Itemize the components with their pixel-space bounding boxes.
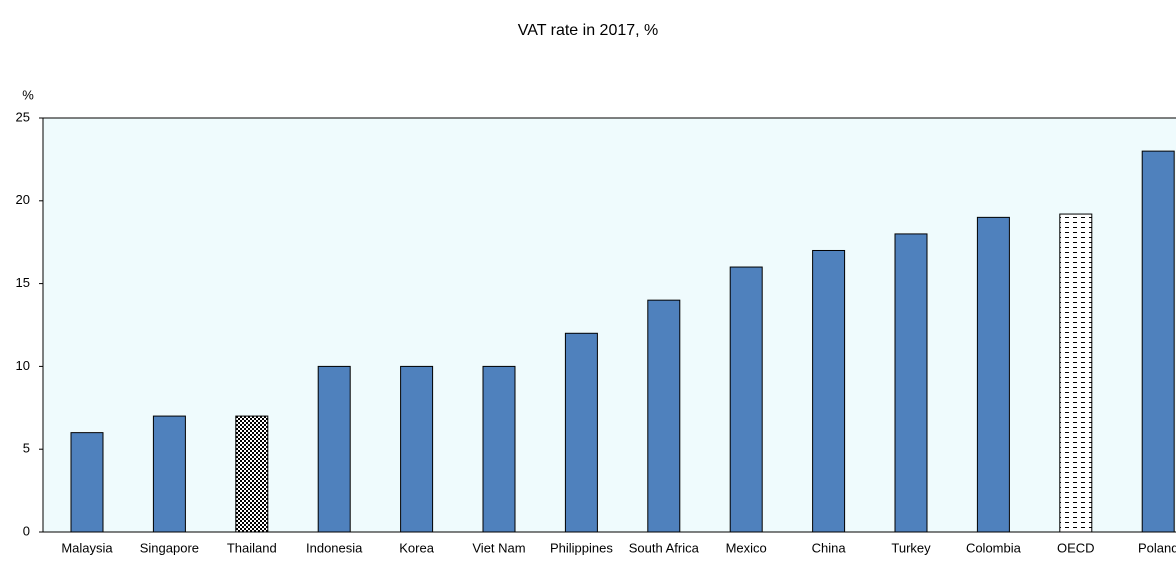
- x-tick-label: Indonesia: [306, 540, 363, 555]
- x-tick-label: Thailand: [227, 540, 277, 555]
- bar: [235, 415, 269, 533]
- bar: [400, 365, 434, 533]
- bar: [152, 415, 186, 533]
- bar: [812, 249, 846, 533]
- x-tick-label: China: [812, 540, 847, 555]
- x-tick-label: Poland: [1138, 540, 1176, 555]
- y-tick-label: 20: [16, 192, 30, 207]
- chart-title: VAT rate in 2017, %: [518, 22, 659, 39]
- bar: [482, 365, 516, 533]
- x-tick-label: Malaysia: [61, 540, 113, 555]
- bar: [317, 365, 351, 533]
- y-tick-label: 5: [23, 441, 30, 456]
- bar: [976, 216, 1010, 533]
- y-tick-label: 25: [16, 109, 30, 124]
- x-tick-label: OECD: [1057, 540, 1095, 555]
- x-tick-label: South Africa: [629, 540, 700, 555]
- x-tick-label: Korea: [399, 540, 434, 555]
- y-tick-label: 15: [16, 275, 30, 290]
- bar: [70, 432, 104, 533]
- x-tick-label: Colombia: [966, 540, 1022, 555]
- bar: [1059, 213, 1093, 533]
- x-tick-label: Philippines: [550, 540, 613, 555]
- x-tick-label: Turkey: [891, 540, 931, 555]
- x-tick-label: Mexico: [726, 540, 767, 555]
- bar: [894, 233, 928, 533]
- y-tick-label: 10: [16, 358, 30, 373]
- bar: [647, 299, 681, 533]
- bar: [729, 266, 763, 533]
- x-tick-label: Viet Nam: [472, 540, 525, 555]
- bar: [564, 332, 598, 533]
- bar: [1141, 150, 1175, 533]
- y-axis-label: %: [22, 87, 34, 102]
- y-tick-label: 0: [23, 523, 30, 538]
- x-tick-label: Singapore: [140, 540, 199, 555]
